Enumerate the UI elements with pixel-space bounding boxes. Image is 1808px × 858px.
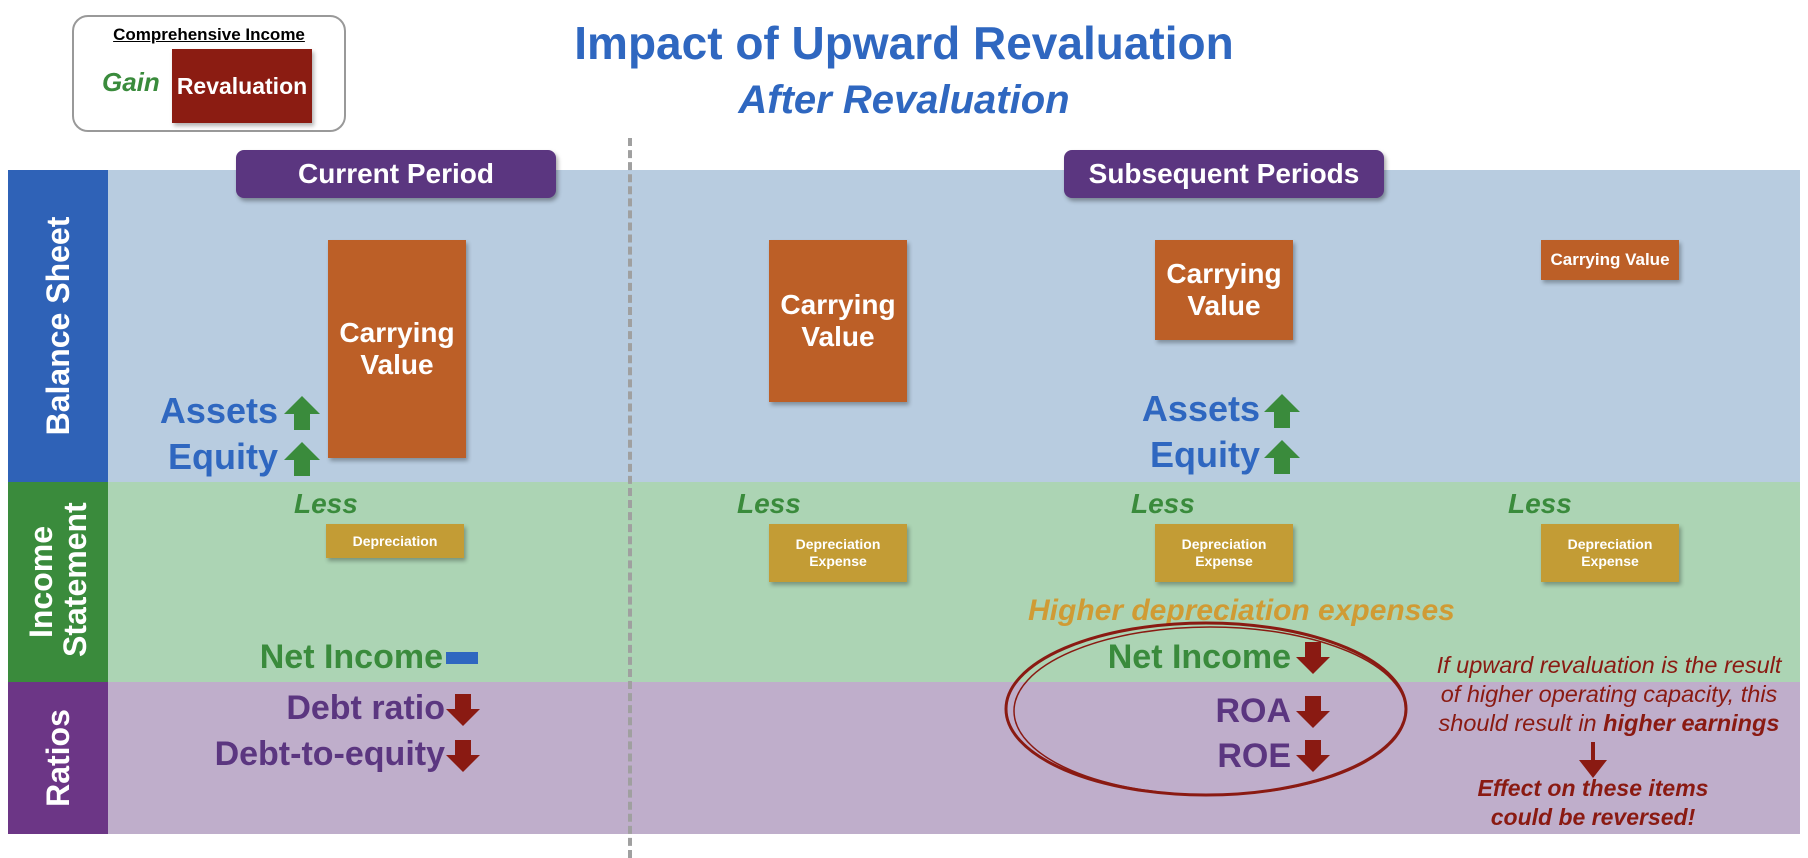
upward-note-line-2: of higher operating capacity, this	[1440, 681, 1778, 707]
debt-ratio-down-arrow	[446, 694, 480, 726]
row-label-balance-sheet-text: Balance Sheet	[40, 216, 76, 436]
carrying-value-subsequent-2: Carrying Value	[1155, 240, 1293, 340]
roa-label: ROA	[1215, 692, 1291, 730]
net-income-label-current: Net Income	[259, 638, 443, 676]
debt-to-equity-down-arrow	[446, 740, 480, 772]
reversed-note-line-1: Effect on these items	[1477, 775, 1709, 801]
upward-note-line-3: should result in higher earnings	[1418, 709, 1800, 738]
equity-up-arrow-subsequent	[1264, 440, 1300, 474]
page-title: Impact of Upward Revaluation	[574, 17, 1234, 69]
depreciation-expense-subsequent-2: Depreciation Expense	[1155, 524, 1293, 582]
carrying-value-subsequent-1: Carrying Value	[769, 240, 907, 402]
upward-note-line-1: If upward revaluation is the result	[1436, 652, 1782, 678]
less-label-subsequent-1: Less	[737, 488, 801, 519]
debt-ratio-label: Debt ratio	[286, 689, 445, 727]
reversed-note: Effect on these items could be reversed!	[1418, 774, 1768, 832]
depreciation-expense-subsequent-1: Depreciation Expense	[769, 524, 907, 582]
upward-note-line-3-text: should result in	[1438, 710, 1604, 736]
period-divider	[628, 138, 632, 858]
debt-to-equity-label: Debt-to-equity	[214, 735, 445, 773]
ratios-band	[108, 682, 1800, 834]
less-label-subsequent-3: Less	[1508, 488, 1572, 519]
page-subtitle: After Revaluation	[738, 78, 1070, 122]
subsequent-periods-header: Subsequent Periods	[1064, 150, 1384, 198]
upward-note-higher-earnings: higher earnings	[1603, 710, 1780, 736]
roe-label: ROE	[1217, 737, 1291, 775]
reversed-note-line-2: could be reversed!	[1490, 804, 1696, 830]
highlight-ellipse	[1004, 621, 1408, 797]
equity-up-arrow-current	[284, 442, 320, 476]
depreciation-expense-subsequent-3: Depreciation Expense	[1541, 524, 1679, 582]
row-label-income-statement-text: Income Statement	[23, 502, 93, 657]
carrying-value-current: Carrying Value	[328, 240, 466, 458]
net-income-no-change-bar	[446, 652, 478, 664]
income-statement-band	[108, 482, 1800, 682]
assets-up-arrow-subsequent	[1264, 394, 1300, 428]
assets-label-current: Assets	[159, 390, 278, 431]
roa-down-arrow	[1296, 696, 1330, 728]
legend-header: Comprehensive Income	[113, 25, 305, 44]
legend-box: Comprehensive Income Gain Revaluation	[72, 15, 346, 132]
assets-up-arrow-current	[284, 396, 320, 430]
row-label-ratios: Ratios	[8, 682, 108, 834]
depreciation-current: Depreciation	[326, 524, 464, 558]
net-income-label-subsequent: Net Income	[1107, 638, 1291, 676]
net-income-down-arrow	[1296, 642, 1330, 674]
equity-label-subsequent: Equity	[1149, 434, 1260, 475]
row-label-income-statement: Income Statement	[8, 482, 108, 682]
carrying-value-subsequent-3: Carrying Value	[1541, 240, 1679, 280]
assets-label-subsequent: Assets	[1141, 388, 1260, 429]
legend-revaluation-box: Revaluation	[172, 49, 312, 123]
higher-depreciation-note: Higher depreciation expenses	[1028, 594, 1455, 627]
less-label-current: Less	[294, 488, 358, 519]
legend-gain: Gain	[102, 67, 160, 97]
equity-label-current: Equity	[167, 436, 278, 477]
row-label-balance-sheet: Balance Sheet	[8, 170, 108, 482]
less-label-subsequent-2: Less	[1131, 488, 1195, 519]
roe-down-arrow	[1296, 740, 1330, 772]
note-down-arrow	[1579, 742, 1607, 778]
row-label-ratios-text: Ratios	[40, 709, 76, 807]
upward-revaluation-note: If upward revaluation is the result of h…	[1418, 651, 1800, 738]
current-period-header: Current Period	[236, 150, 556, 198]
